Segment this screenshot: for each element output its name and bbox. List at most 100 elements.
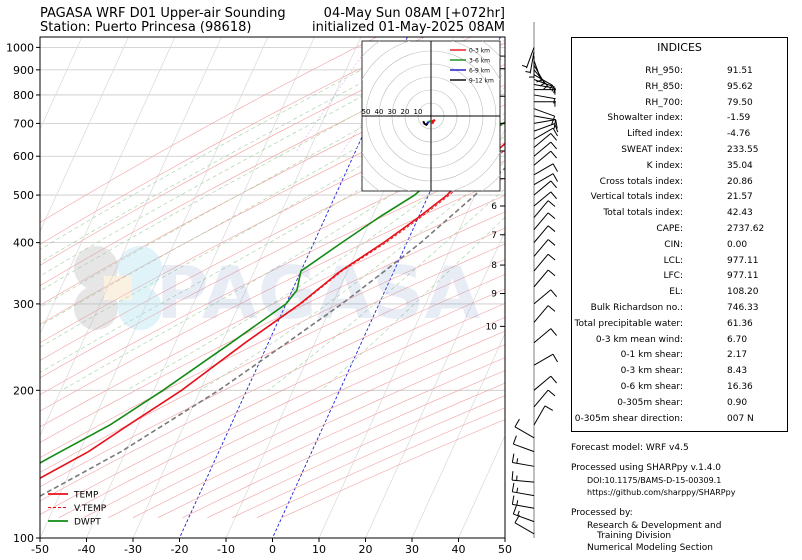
dry-adiabat (40, 288, 505, 515)
processed-using: Processed using SHARPpy v.1.4.0 (571, 463, 722, 473)
index-row: SWEAT index: 233.55 (572, 143, 787, 158)
x-tick-label: 50 (498, 543, 512, 556)
wind-barb-half (516, 458, 519, 464)
isotherm-line (132, 37, 362, 538)
wind-barb-staff (513, 443, 535, 453)
index-row: 0-6 km shear: 16.36 (572, 380, 787, 395)
wind-barb (534, 101, 556, 107)
index-name: 0-3 km mean wind: (595, 334, 683, 345)
y-tick-label: 900 (13, 64, 34, 77)
index-value: 746.33 (727, 303, 759, 313)
x-tick-label: 30 (405, 543, 419, 556)
wind-barb (533, 133, 558, 148)
wind-barb-staff (533, 119, 556, 124)
wind-barb-staff (512, 461, 535, 467)
wind-barb (533, 225, 556, 243)
wind-barb-staff (533, 74, 554, 87)
valid-time: 04-May Sun 08AM [+072hr] (323, 6, 505, 21)
wind-barb-staff (533, 225, 549, 243)
index-value: 6.70 (727, 334, 748, 345)
wind-barb (533, 353, 558, 366)
x-tick-label: 40 (452, 543, 466, 556)
isotherm-line (365, 230, 505, 538)
x-tick-label: 0 (269, 543, 276, 556)
wind-barb (514, 418, 535, 439)
wind-barb-staff (533, 253, 549, 272)
wind-barb (533, 191, 558, 207)
index-row: Lifted index: -4.76 (572, 127, 787, 142)
wind-barb-staff (533, 79, 555, 88)
wind-barb-half (553, 98, 556, 104)
index-value: 977.11 (727, 271, 759, 282)
index-name: EL: (669, 287, 683, 298)
index-row: Bulk Richardson no.: 746.33 (572, 301, 787, 316)
hodograph-trace (428, 120, 432, 123)
x-tick-label: 20 (359, 543, 373, 556)
wind-barb-staff (514, 522, 535, 535)
index-name: Lifted index: (627, 129, 683, 140)
index-row: LCL: 977.11 (572, 254, 787, 269)
wind-barb-full (550, 141, 558, 150)
index-value: 16.36 (727, 382, 753, 392)
hodograph: 50 40 30 20 10 0-3 km 3-6 km 6-9 km 9-12 km (362, 40, 501, 192)
index-row: K index: 35.04 (572, 159, 787, 174)
series-dwpt-line (40, 121, 505, 464)
index-row: RH_700: 79.50 (572, 96, 787, 111)
wind-barb-staff (526, 47, 535, 69)
wind-barb-full (555, 119, 558, 129)
wind-barb-staff (533, 133, 552, 148)
wind-barb-full (547, 305, 556, 312)
series-parcel-line (40, 167, 505, 498)
wind-barb-full (550, 180, 558, 189)
index-name: 0-6 km shear: (620, 382, 683, 392)
wind-barb-full (514, 514, 520, 524)
index-name: 0-1 km shear: (620, 350, 683, 361)
wind-barb (511, 482, 535, 497)
wind-barb-half (525, 70, 531, 73)
index-row: RH_850: 95.62 (572, 80, 787, 95)
moist-adiabat (40, 47, 450, 277)
processed-by: Processed by: (571, 508, 633, 518)
wind-barb-staff (533, 212, 549, 231)
wind-barb-full (550, 375, 558, 384)
moist-adiabat (40, 47, 403, 250)
wind-barb-staff (513, 513, 535, 523)
wind-barb (511, 495, 535, 509)
wind-barbs (511, 22, 559, 538)
isotherm-line (40, 37, 83, 131)
series-temp-line (40, 142, 505, 480)
wind-barb-full (552, 353, 558, 363)
wind-barb (529, 56, 535, 79)
indices-panel: INDICES RH_950: 91.51 RH_850: 95.62 RH_700: 7… (571, 37, 788, 432)
index-value: 21.57 (727, 192, 753, 203)
index-row: EL: 108.20 (572, 285, 787, 300)
wind-barb-full (547, 212, 556, 220)
wind-barb (533, 127, 558, 140)
hodograph-legend-label: 3-6 km (469, 58, 490, 65)
legend-label: DWPT (74, 518, 101, 528)
moist-adiabat (40, 56, 505, 327)
moist-adiabat (321, 216, 505, 391)
index-name: Showalter index: (607, 113, 683, 124)
wind-barb (525, 51, 535, 74)
wind-barb-full (547, 239, 556, 246)
wind-barb (521, 47, 535, 69)
y-tick-label: 500 (13, 189, 34, 202)
wind-barb (511, 471, 535, 483)
isotherm-line (40, 37, 129, 233)
wind-barb-staff (533, 108, 555, 117)
index-value: 0.00 (727, 239, 748, 250)
dry-adiabat (40, 195, 505, 428)
init-time: initialized 01-May-2025 08AM (311, 20, 505, 35)
wind-barb-full (547, 200, 556, 207)
profile-lines (40, 121, 505, 498)
isotherm-line (86, 37, 315, 538)
x-tick-label: -20 (171, 543, 189, 556)
index-name: RH_700: (645, 97, 683, 108)
index-name: LFC: (663, 271, 683, 282)
hodograph-legend-label: 6-9 km (469, 68, 490, 75)
doi-text: DOI:10.1175/BAMS-D-15-00309.1 (587, 476, 722, 485)
index-value: 2.17 (727, 350, 748, 361)
index-row: Vertical totals index: 21.57 (572, 190, 787, 205)
isotherm-line (318, 128, 505, 538)
